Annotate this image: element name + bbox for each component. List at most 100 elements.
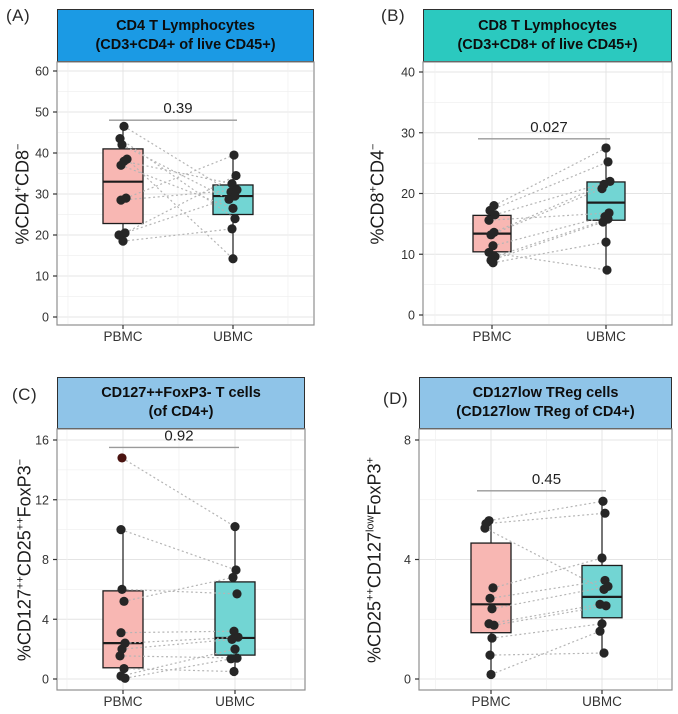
- pair-line: [119, 138, 236, 220]
- pair-line: [490, 188, 603, 236]
- y-axis: 0 4 8: [404, 434, 419, 687]
- pair-line: [121, 144, 230, 200]
- y-tick-label: 30: [401, 126, 415, 140]
- pair-line: [489, 161, 609, 212]
- data-point-ubmc: [231, 170, 241, 181]
- pair-line: [124, 636, 239, 644]
- pair-lines: [484, 500, 609, 676]
- data-point-ubmc: [229, 666, 239, 677]
- panel-c-title-line1: CD127++FoxP3- T cells: [101, 385, 261, 402]
- panel-c-title: CD127++FoxP3- T cells (of CD4+): [57, 377, 305, 429]
- data-point-ubmc: [602, 265, 612, 275]
- x-tick-label: UBMC: [582, 694, 622, 709]
- pair-line: [492, 557, 603, 589]
- data-point-pbmc: [484, 215, 494, 225]
- data-point-ubmc: [229, 150, 239, 160]
- pair-line: [494, 218, 609, 258]
- data-point-pbmc: [488, 241, 498, 251]
- y-axis: 0 10 20 30 40 50 60: [35, 65, 57, 325]
- data-point-pbmc: [118, 236, 128, 246]
- x-tick-label: UBMC: [213, 329, 253, 344]
- panel-b-plot: 0.027 0 10 20 30 40 PBMC UBMC: [401, 61, 673, 344]
- data-point-pbmc: [117, 453, 127, 463]
- y-tick-label: 8: [42, 553, 49, 567]
- y-tick-label: 4: [42, 613, 49, 627]
- y-tick-label: 40: [35, 147, 49, 161]
- x-tick-label: PBMC: [103, 329, 142, 344]
- data-points: [114, 121, 242, 264]
- pair-line: [126, 158, 234, 260]
- y-tick-label: 0: [42, 311, 49, 325]
- y-tick-label: 20: [35, 229, 49, 243]
- data-point-ubmc: [230, 214, 240, 224]
- pair-lines: [488, 147, 611, 271]
- data-point-ubmc: [228, 254, 238, 264]
- panel-c-plot: 0.92 0 4 8 12 16 PBMC UBMC: [35, 427, 306, 709]
- panel-d-letter: (D): [383, 389, 409, 408]
- pair-line: [491, 623, 603, 639]
- pair-line: [493, 183, 605, 233]
- pair-line: [484, 527, 605, 590]
- pair-line: [121, 457, 236, 528]
- pair-line: [488, 500, 604, 522]
- pair-line: [488, 603, 601, 625]
- data-point-ubmc: [232, 589, 242, 599]
- data-point-pbmc: [116, 525, 126, 535]
- panel-c: (C) CD127++FoxP3- T cells (of CD4+) %CD1…: [0, 357, 339, 714]
- panel-a-plot: 0.39 0 10 20 30 40 50 60 PBMC UBMC: [35, 61, 315, 344]
- data-point-ubmc: [226, 654, 236, 664]
- panel-d-title-line1: CD127low TReg cells: [472, 385, 619, 402]
- data-point-ubmc: [595, 626, 605, 636]
- data-point-ubmc: [227, 224, 237, 234]
- gridlines: [424, 63, 671, 324]
- pair-line: [490, 221, 604, 261]
- data-point-ubmc: [603, 581, 613, 591]
- y-tick-label: 0: [408, 309, 415, 323]
- data-point-pbmc: [488, 258, 498, 268]
- pair-line: [125, 154, 235, 199]
- data-point-pbmc: [488, 583, 498, 593]
- data-point-ubmc: [600, 508, 610, 518]
- data-point-pbmc: [490, 210, 500, 220]
- y-tick-label: 10: [35, 270, 49, 284]
- data-point-ubmc: [230, 522, 240, 532]
- p-value-text: 0.45: [532, 471, 561, 488]
- data-point-pbmc: [486, 230, 496, 240]
- pair-line: [119, 655, 238, 659]
- x-axis: PBMC UBMC: [471, 690, 622, 709]
- data-point-ubmc: [597, 184, 607, 194]
- pair-line: [123, 576, 234, 602]
- panel-a-letter: (A): [6, 6, 31, 25]
- x-axis: PBMC UBMC: [103, 690, 255, 709]
- data-point-pbmc: [115, 651, 125, 661]
- y-tick-label: 30: [35, 188, 49, 202]
- panel-a: (A) CD4 T Lymphocytes (CD3+CD4+ of live …: [0, 0, 339, 357]
- y-tick-label: 12: [35, 493, 49, 507]
- y-tick-label: 60: [35, 65, 49, 79]
- pair-line: [120, 648, 236, 677]
- panel-b-letter: (B): [381, 6, 406, 25]
- data-points: [480, 496, 613, 680]
- y-tick-label: 40: [401, 66, 415, 80]
- y-tick-label: 20: [401, 187, 415, 201]
- pair-line: [489, 579, 606, 599]
- data-points: [484, 143, 615, 275]
- y-tick-label: 50: [35, 106, 49, 120]
- data-point-ubmc: [597, 553, 607, 563]
- panel-d-title: CD127low TReg cells (CD127low TReg of CD…: [419, 377, 672, 429]
- data-point-ubmc: [228, 203, 238, 213]
- pair-line: [490, 630, 601, 676]
- panel-c-letter: (C): [12, 385, 38, 404]
- pair-line: [120, 529, 237, 571]
- p-value-text: 0.39: [163, 100, 192, 117]
- panel-b-title: CD8 T Lymphocytes (CD3+CD8+ of live CD45…: [423, 9, 672, 62]
- pair-line: [491, 585, 609, 610]
- y-axis: 0 4 8 12 16: [35, 434, 57, 687]
- data-point-pbmc: [485, 650, 495, 660]
- data-point-pbmc: [119, 596, 129, 606]
- pair-line: [492, 216, 606, 247]
- pair-line: [492, 241, 607, 264]
- data-point-pbmc: [487, 604, 497, 614]
- panel-d: (D) CD127low TReg cells (CD127low TReg o…: [339, 357, 678, 714]
- data-point-pbmc: [486, 669, 496, 680]
